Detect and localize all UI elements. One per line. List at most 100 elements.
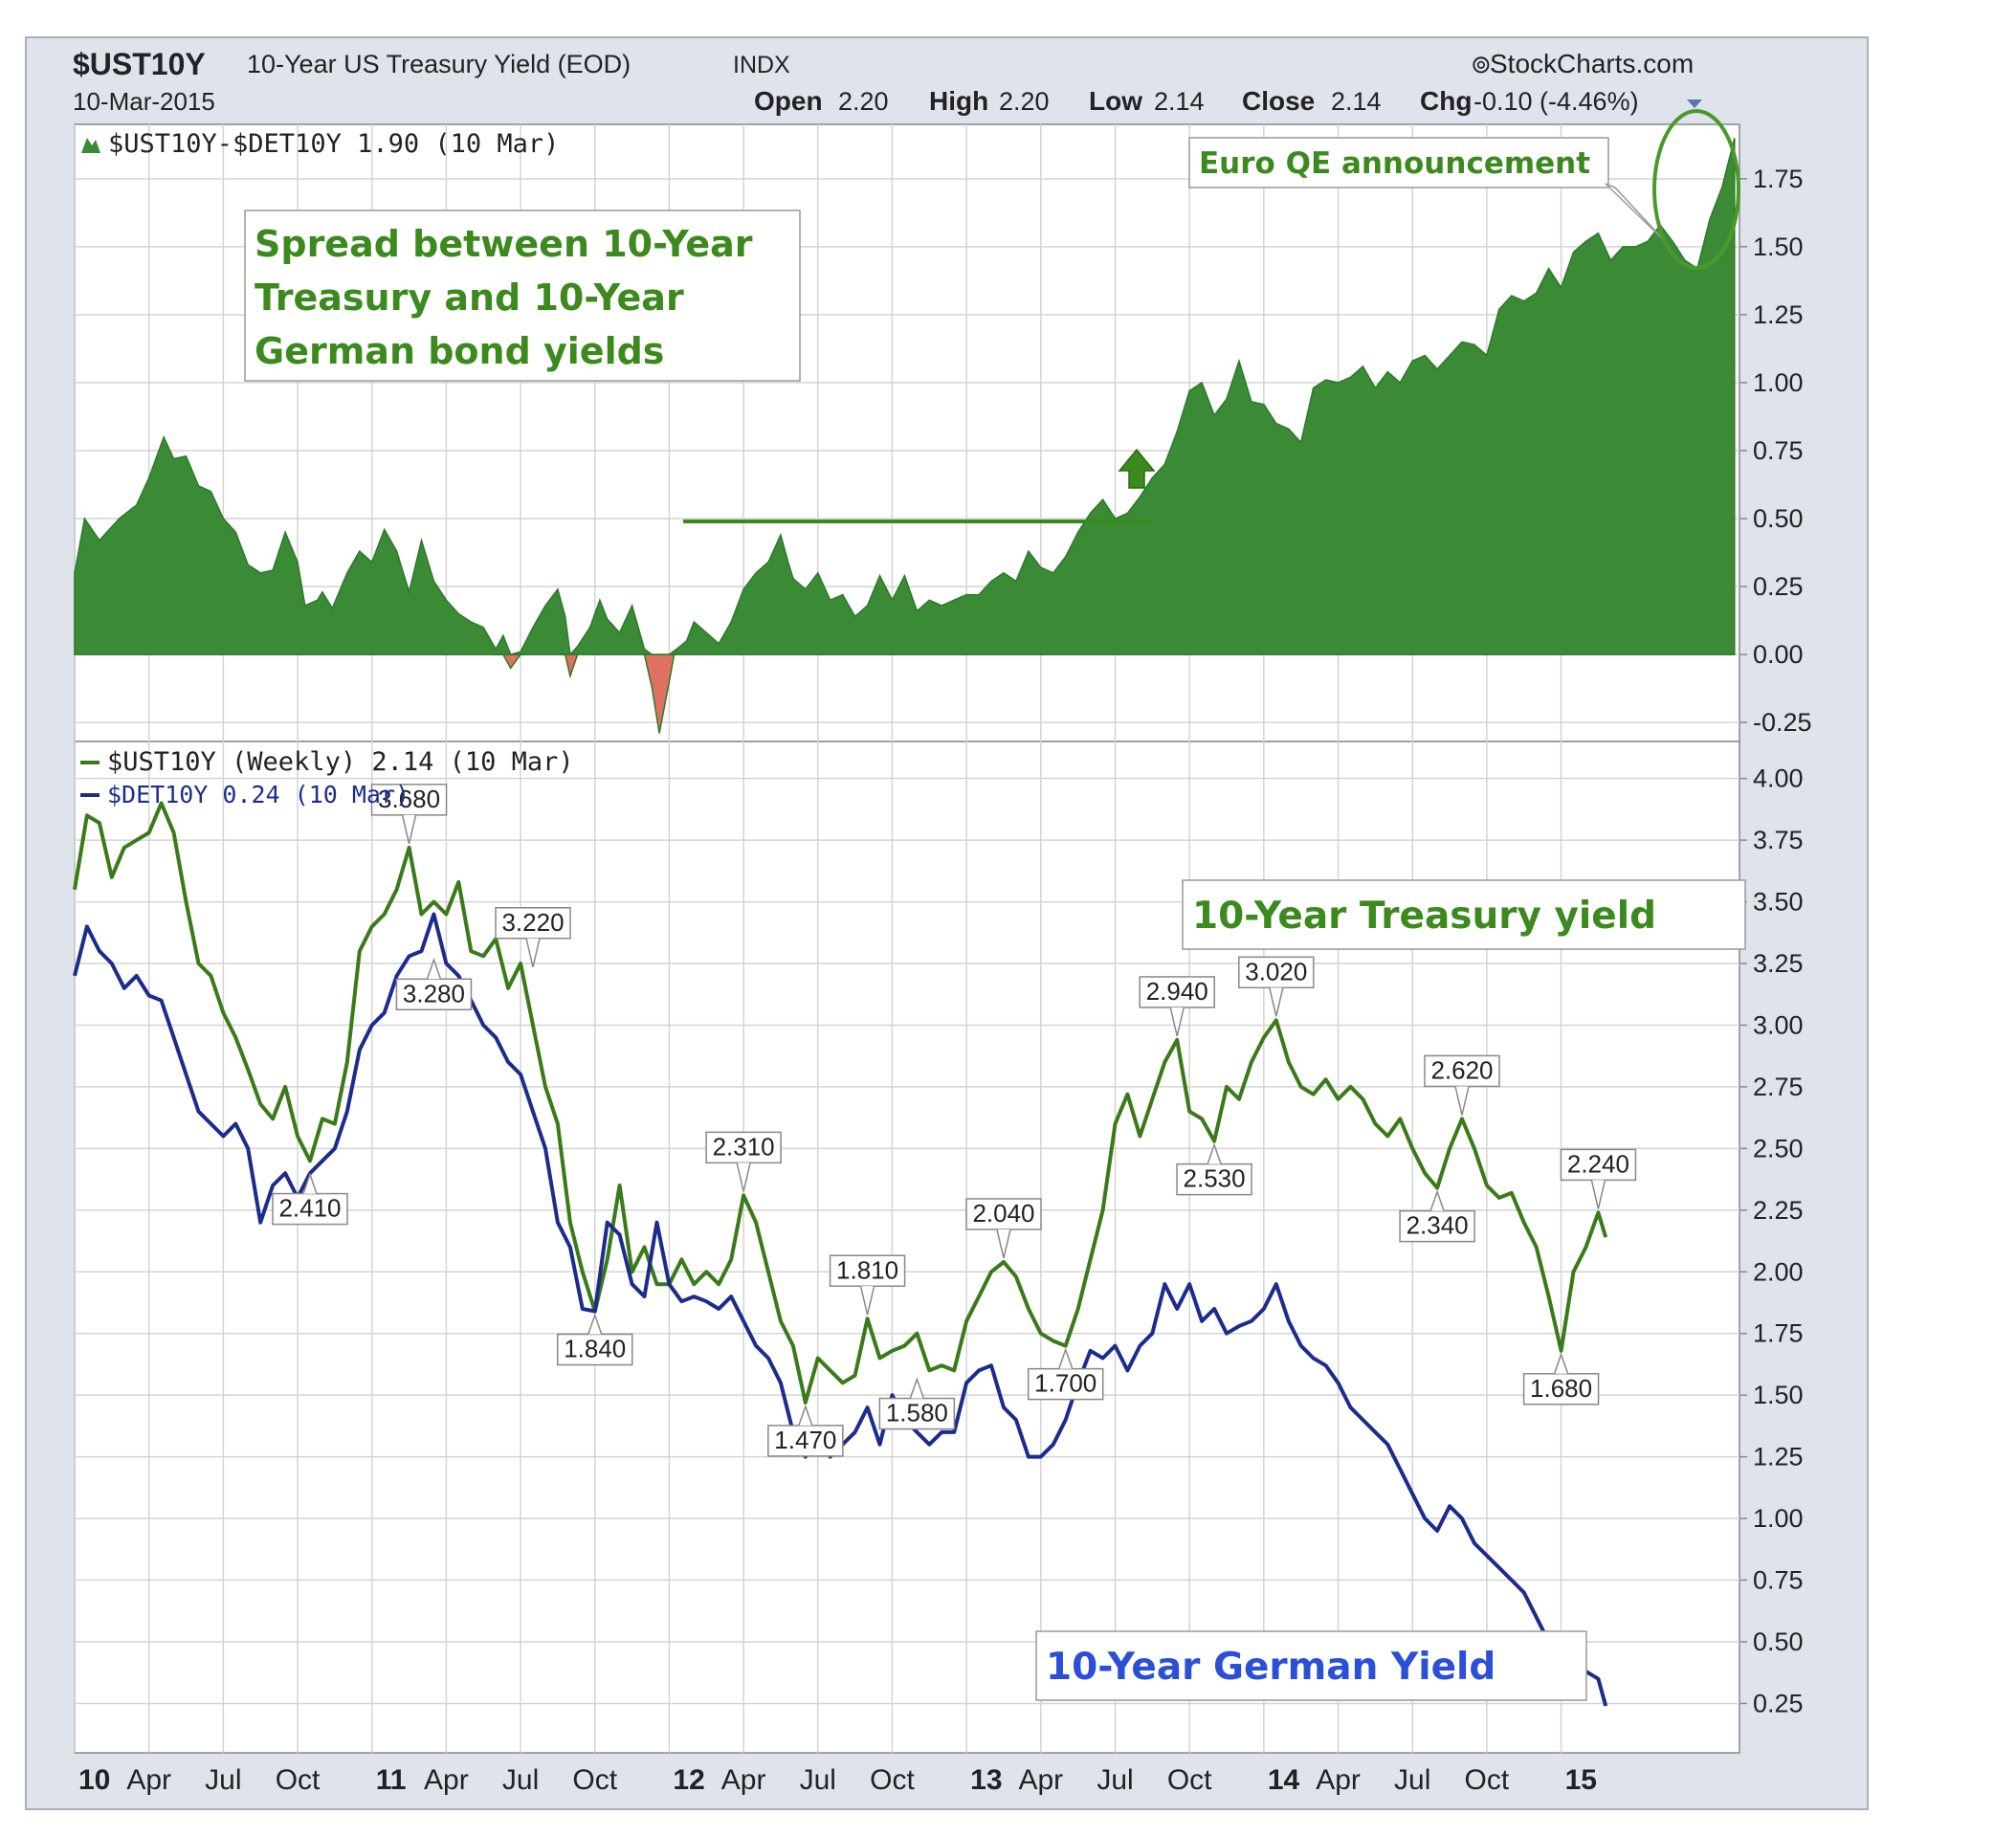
lower-y-tick-label: 1.00 [1753,1504,1804,1533]
value-label-box [1176,1162,1252,1196]
lower-y-tick-label: 0.25 [1753,1689,1804,1717]
upper-y-tick-label: 0.50 [1753,504,1804,533]
treasury-yield-annotation: 10-Year Treasury yield [1182,879,1746,950]
area-legend-icon [81,138,100,153]
symbol-description: 10-Year US Treasury Yield (EOD) [247,50,631,78]
german-yield-box [1035,1630,1587,1701]
x-tick-label: 13 [970,1764,1002,1796]
lower-y-tick-label: 0.75 [1753,1566,1804,1595]
x-tick-label: Apr [721,1764,766,1796]
value-label-pointer [798,1404,813,1427]
chart-frame: $UST10Y 10-Year US Treasury Yield (EOD) … [25,36,1869,1810]
value-label-text: 1.470 [774,1426,836,1454]
x-tick-label: Oct [276,1764,321,1796]
value-label-box [395,978,473,1011]
value-label-pointer [859,1286,875,1316]
treasury-legend-text: $UST10Y (Weekly) 2.14 (10 Mar) [107,747,574,777]
spread-annotation: Spread between 10-Year Treasury and 10-Y… [244,210,801,382]
lower-y-tick-label: 4.00 [1753,764,1804,793]
lower-y-tick-label: 0.50 [1753,1627,1804,1656]
euro-qe-pointer [1605,183,1666,242]
german-yield-annotation: 10-Year German Yield [1035,1630,1587,1701]
spread-negative-area [560,653,579,679]
value-label-pointer [1058,1347,1074,1369]
value-label-pointer [1553,1352,1569,1375]
value-label-text: 2.530 [1184,1164,1246,1193]
copyright-icon: ⊚ [1471,50,1492,78]
close-value: 2.14 [1331,87,1382,116]
treasury-yield-box [1182,879,1746,950]
value-label-pointer [525,938,541,967]
euro-qe-text: Euro QE announcement [1199,146,1590,181]
low-label: Low [1089,86,1142,116]
value-label-text: 2.340 [1407,1211,1469,1240]
x-tick-label: Apr [126,1764,171,1796]
x-tick-label: 15 [1565,1764,1597,1796]
value-label-pointer [1269,987,1284,1017]
chg-dropdown-icon[interactable] [1687,100,1702,108]
upper-y-tick-label: 1.25 [1753,300,1804,329]
value-label-pointer [1169,1007,1185,1037]
value-label-box [767,1425,844,1457]
value-label-text: 2.240 [1567,1149,1629,1178]
upper-y-tick-label: 1.00 [1753,368,1804,397]
chg-label: Chg [1420,86,1472,116]
euro-qe-box [1188,137,1609,188]
open-label: Open [754,86,823,116]
value-label-pointer [909,1377,925,1399]
value-label-box [1399,1209,1475,1243]
value-label-box [878,1397,956,1430]
x-tick-label: Jul [800,1764,836,1796]
x-tick-label: Oct [870,1764,915,1796]
treasury-yield-line [73,801,1608,1405]
value-label-text: 1.700 [1034,1369,1097,1398]
value-label-box [965,1198,1042,1230]
value-label-text: 2.940 [1146,977,1208,1006]
spread-annotation-line3: German bond yields [255,330,664,372]
value-label-pointer [736,1162,751,1192]
upper-y-tick-label: 0.00 [1753,640,1804,669]
value-label-text: 1.810 [836,1255,898,1284]
spread-positive-area [74,138,1736,656]
value-label-text: 3.020 [1245,957,1307,985]
x-tick-label: Jul [205,1764,241,1796]
german-legend-text: $DET10Y 0.24 (10 Mar) [107,781,410,808]
x-tick-label: 10 [78,1764,110,1796]
grid-lines [74,124,1739,1753]
value-label-text: 2.410 [278,1194,341,1223]
x-tick-label: Apr [1316,1764,1361,1796]
upper-y-tick-label: 0.75 [1753,436,1804,465]
lower-legend: $UST10Y (Weekly) 2.14 (10 Mar) $DET10Y 0… [80,747,574,808]
x-tick-label: Apr [1018,1764,1063,1796]
chart-svg: $UST10Y 10-Year US Treasury Yield (EOD) … [73,47,1812,1796]
value-label-text: 2.620 [1430,1055,1493,1084]
x-tick-label: Oct [572,1764,617,1796]
source-label: StockCharts.com [1490,49,1694,78]
value-label-box [1424,1054,1500,1088]
value-label-pointer [587,1313,603,1335]
chg-value: -0.10 (-4.46%) [1473,87,1639,116]
upper-y-tick-label: 1.50 [1753,232,1804,261]
upper-legend: $UST10Y-$DET10Y 1.90 (10 Mar) [81,129,559,159]
spread-negative-area [495,653,526,670]
lower-y-tick-label: 2.50 [1753,1134,1804,1162]
spread-annotation-line2: Treasury and 10-Year [255,277,684,319]
value-label-text: 1.680 [1530,1374,1592,1403]
upper-y-tick-label: 1.75 [1753,165,1804,193]
value-label-pointer [302,1172,318,1194]
lower-y-tick-label: 3.50 [1753,888,1804,917]
value-label-pointer [1590,1180,1606,1209]
spread-area [74,138,1736,734]
value-label-box [829,1254,906,1288]
upper-y-tick-label: 0.25 [1753,572,1804,601]
x-tick-label: 11 [376,1764,407,1796]
lower-y-tick-label: 1.50 [1753,1381,1804,1409]
lower-y-tick-label: 3.25 [1753,949,1804,978]
low-value: 2.14 [1154,87,1205,116]
x-tick-label: 12 [673,1764,704,1796]
support-line [683,448,1156,523]
x-tick-label: Jul [1394,1764,1430,1796]
lower-y-axis: 4.00 3.75 3.50 3.25 3.00 2.75 2.50 2.25 2.00 1.75… [1739,764,1804,1717]
treasury-yield-text: 10-Year Treasury yield [1192,895,1656,938]
value-label-text: 3.220 [501,908,564,937]
